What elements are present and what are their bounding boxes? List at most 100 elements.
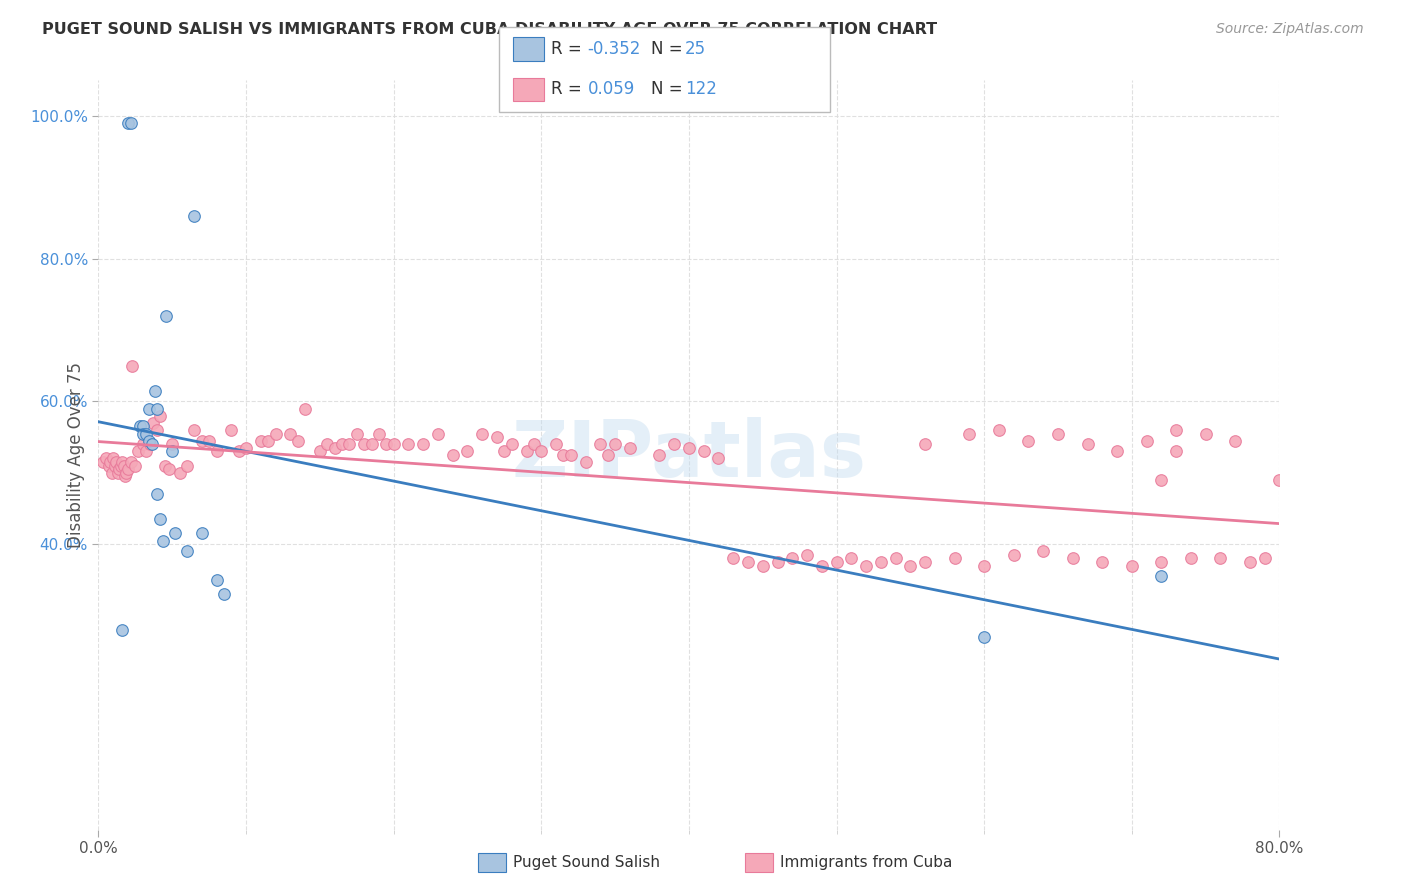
Point [678,441,700,455]
Point [346,426,368,441]
Point [870,555,893,569]
Point [107,466,129,480]
Point [693,444,716,458]
Point [782,551,804,566]
Point [146,487,169,501]
Point [117,116,139,130]
Point [471,426,494,441]
Point [973,558,995,573]
Point [1150,473,1173,487]
Point [501,437,523,451]
Point [1268,473,1291,487]
Point [752,558,775,573]
Point [205,444,228,458]
Point [141,437,163,451]
Point [575,455,598,469]
Point [1150,555,1173,569]
Text: Source: ZipAtlas.com: Source: ZipAtlas.com [1216,22,1364,37]
Point [183,209,205,223]
Point [619,441,641,455]
Point [1284,551,1306,566]
Point [132,437,155,451]
Point [1195,426,1218,441]
Point [115,466,138,480]
Point [1239,555,1261,569]
Point [162,437,183,451]
Point [103,451,125,466]
Point [165,526,187,541]
Point [589,437,612,451]
Text: N =: N = [651,80,682,98]
Point [1180,551,1202,566]
Point [124,458,146,473]
Point [155,309,177,323]
Point [648,448,671,462]
Point [412,437,434,451]
Point [523,437,546,451]
Point [441,448,464,462]
Point [221,423,243,437]
Point [198,434,221,448]
Point [132,419,155,434]
Point [1121,558,1143,573]
Y-axis label: Disability Age Over 75: Disability Age Over 75 [66,362,84,548]
Point [486,430,509,444]
Point [212,587,235,601]
Point [105,455,128,469]
Point [228,444,250,458]
Point [382,437,405,451]
Point [114,469,136,483]
Point [368,426,391,441]
Point [973,630,995,644]
Point [176,544,198,558]
Text: Immigrants from Cuba: Immigrants from Cuba [780,855,953,870]
Point [825,555,848,569]
Text: R =: R = [551,40,582,58]
Point [323,441,346,455]
Point [264,426,287,441]
Point [235,441,257,455]
Point [108,462,131,476]
Point [988,423,1011,437]
Point [110,458,132,473]
Point [128,419,150,434]
Point [138,434,160,448]
Point [138,401,160,416]
Point [143,384,166,398]
Point [132,426,155,441]
Text: 25: 25 [685,40,706,58]
Point [457,444,479,458]
Point [316,437,339,451]
Point [900,558,922,573]
Point [1150,569,1173,583]
Point [1062,551,1084,566]
Point [1002,548,1025,562]
Point [97,458,120,473]
Point [294,401,316,416]
Point [139,437,162,451]
Point [1046,426,1070,441]
Point [169,466,191,480]
Point [112,458,135,473]
Point [560,448,582,462]
Point [605,437,627,451]
Point [516,444,538,458]
Point [111,455,134,469]
Point [737,555,759,569]
Text: R =: R = [551,80,582,98]
Point [98,455,121,469]
Point [330,437,353,451]
Point [353,437,375,451]
Point [146,423,169,437]
Point [914,437,936,451]
Point [1254,551,1277,566]
Point [884,551,907,566]
Point [146,401,169,416]
Point [1225,434,1247,448]
Point [841,551,863,566]
Text: N =: N = [651,40,682,58]
Point [191,526,214,541]
Point [546,437,568,451]
Point [153,458,176,473]
Point [104,458,127,473]
